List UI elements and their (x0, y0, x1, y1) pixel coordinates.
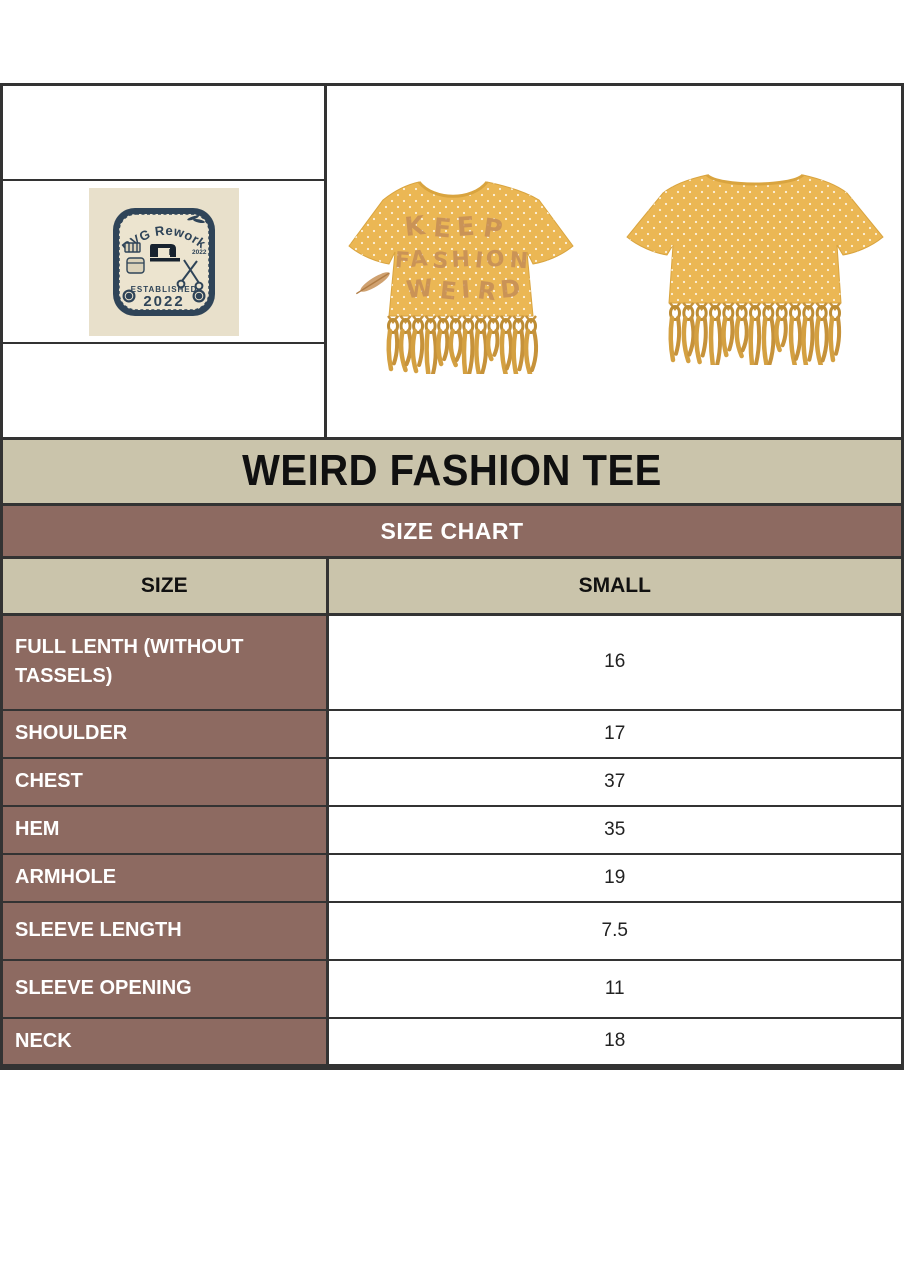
print-line-1: KEEP (403, 210, 511, 246)
empty-cell-bottom (3, 344, 324, 437)
measurement-label: SLEEVE LENGTH (3, 901, 329, 961)
measurement-label: ARMHOLE (3, 853, 329, 903)
measurement-label: SLEEVE OPENING (3, 959, 329, 1019)
size-table-row: CHEST 37 (3, 757, 901, 807)
measurement-value: 11 (327, 959, 901, 1019)
tshirt-front-photo: KEEP FASHION WEIRD (348, 180, 574, 374)
front-print-text: KEEP FASHION WEIRD (394, 210, 533, 307)
size-chart-heading-bar: SIZE CHART (3, 503, 901, 556)
product-title: WEIRD FASHION TEE (242, 447, 662, 495)
scissors-icon (176, 258, 203, 290)
size-chart-heading: SIZE CHART (380, 517, 524, 544)
measurement-label: HEM (3, 805, 329, 855)
measurement-value: 19 (327, 853, 901, 903)
measurement-value: 7.5 (327, 901, 901, 961)
tshirt-back-photo (626, 173, 884, 365)
measurement-label: CHEST (3, 757, 329, 807)
print-line-2: FASHION (394, 246, 533, 275)
measurement-label: FULL LENTH (WITHOUT TASSELS) (3, 614, 329, 711)
media-section: RVG Reworks 2022 (3, 86, 901, 437)
logo-year-small: 2022 (192, 249, 207, 256)
measurement-value: 18 (327, 1017, 901, 1067)
column-header-size: SIZE (3, 557, 329, 616)
product-title-bar: WEIRD FASHION TEE (3, 437, 901, 503)
button-icon-right (192, 289, 205, 302)
fringe-back (668, 302, 842, 365)
size-table-body: FULL LENTH (WITHOUT TASSELS) 16 SHOULDER… (3, 614, 901, 1067)
thread-spool-icon (123, 241, 141, 253)
measurement-value: 17 (327, 709, 901, 759)
column-header-small: SMALL (327, 557, 901, 616)
measurement-label: NECK (3, 1017, 329, 1067)
brand-logo-image: RVG Reworks 2022 (88, 187, 239, 336)
size-table-row: NECK 18 (3, 1017, 901, 1067)
product-photos-cell: KEEP FASHION WEIRD (327, 86, 901, 437)
size-table-row: SHOULDER 17 (3, 709, 901, 759)
size-table-row: SLEEVE LENGTH 7.5 (3, 901, 901, 961)
measurement-value: 37 (327, 757, 901, 807)
size-table-row: FULL LENTH (WITHOUT TASSELS) 16 (3, 614, 901, 711)
size-table-row: HEM 35 (3, 805, 901, 855)
dragonfly-icon (186, 215, 205, 223)
sewing-machine-icon (149, 243, 180, 261)
measurement-value: 35 (327, 805, 901, 855)
measurement-label: SHOULDER (3, 709, 329, 759)
fringe-front (386, 315, 539, 374)
button-icon-left (122, 289, 135, 302)
logo-established-year: 2022 (143, 293, 184, 310)
print-line-3: WEIRD (405, 273, 528, 307)
product-sheet-board: RVG Reworks 2022 (0, 83, 904, 1070)
size-table: SIZE SMALL FULL LENTH (WITHOUT TASSELS) … (3, 556, 901, 1067)
empty-cell-top (3, 86, 324, 181)
size-table-header-row: SIZE SMALL (3, 557, 901, 616)
pocket-icon (125, 256, 145, 274)
size-table-row: SLEEVE OPENING 11 (3, 959, 901, 1019)
feather-motif (355, 272, 390, 295)
brand-logo-cell: RVG Reworks 2022 (3, 181, 324, 344)
size-table-row: ARMHOLE 19 (3, 853, 901, 903)
logo-established-label: ESTABLISHED (130, 285, 197, 294)
measurement-value: 16 (327, 614, 901, 711)
collar-front (417, 180, 489, 198)
collar-back (705, 173, 805, 186)
media-left-column: RVG Reworks 2022 (3, 86, 327, 437)
